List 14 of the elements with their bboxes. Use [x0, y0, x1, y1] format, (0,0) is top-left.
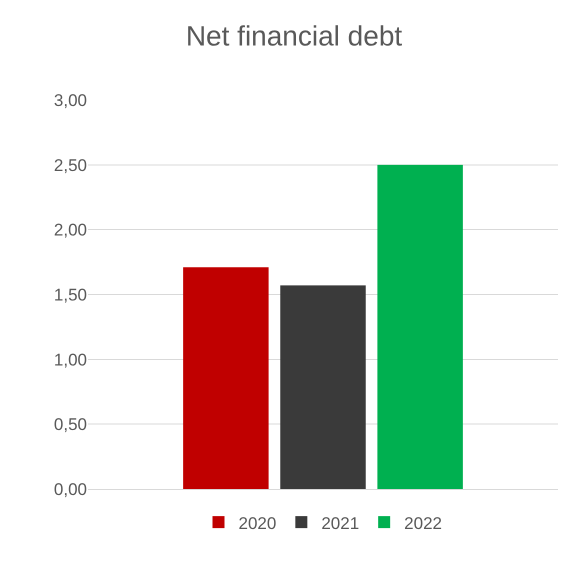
y-tick-label: 1,50: [54, 285, 87, 304]
legend-label: 2020: [238, 514, 276, 533]
bar: [377, 164, 463, 489]
y-tick-label: 0,00: [54, 480, 87, 499]
y-tick-label: 2,00: [54, 220, 87, 240]
y-tick-label: 1,00: [54, 350, 87, 370]
y-tick-label: 0,50: [54, 415, 87, 434]
legend-label: 2022: [404, 514, 442, 533]
legend-label: 2021: [321, 514, 360, 533]
chart-title: Net financial debt: [186, 20, 402, 52]
bar: [183, 267, 269, 489]
y-tick-label: 3,00: [54, 90, 87, 110]
bar: [280, 285, 366, 489]
y-tick-label: 2,50: [54, 156, 87, 175]
